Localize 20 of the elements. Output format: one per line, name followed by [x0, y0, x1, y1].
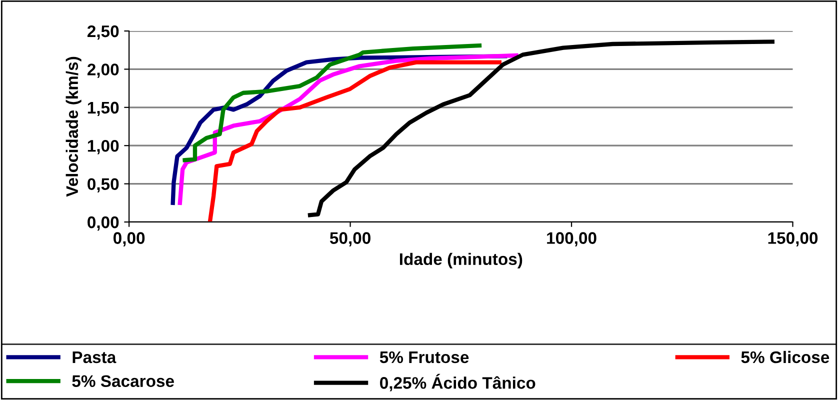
legend-label: 5% Glicose — [741, 350, 830, 364]
legend-label: 0,25% Ácido Tânico — [380, 374, 536, 392]
y-tick-label: 2,00 — [87, 64, 119, 78]
line-series — [308, 40, 774, 218]
y-tick-label: 1,00 — [88, 140, 119, 154]
x-axis-title: Idade (minutos) — [400, 252, 522, 268]
y-tick-label: 2,50 — [87, 25, 119, 40]
legend-label: 5% Sacarose — [72, 375, 174, 388]
y-tick-label: 0,00 — [88, 216, 119, 231]
legend-label: 5% Frutose — [380, 351, 469, 364]
y-tick-label: 0,50 — [88, 178, 119, 192]
x-tick-label: 0,00 — [113, 232, 145, 246]
x-tick-label: 100,00 — [547, 232, 596, 246]
y-axis-title: Velocidade (km/s) — [66, 56, 82, 197]
y-tick-label: 1,50 — [88, 102, 119, 116]
x-tick-label: 150,00 — [768, 232, 818, 246]
x-tick-label: 50,00 — [330, 232, 370, 246]
line-series — [208, 60, 502, 222]
line-series — [182, 43, 482, 162]
legend-label: Pasta — [72, 352, 116, 364]
